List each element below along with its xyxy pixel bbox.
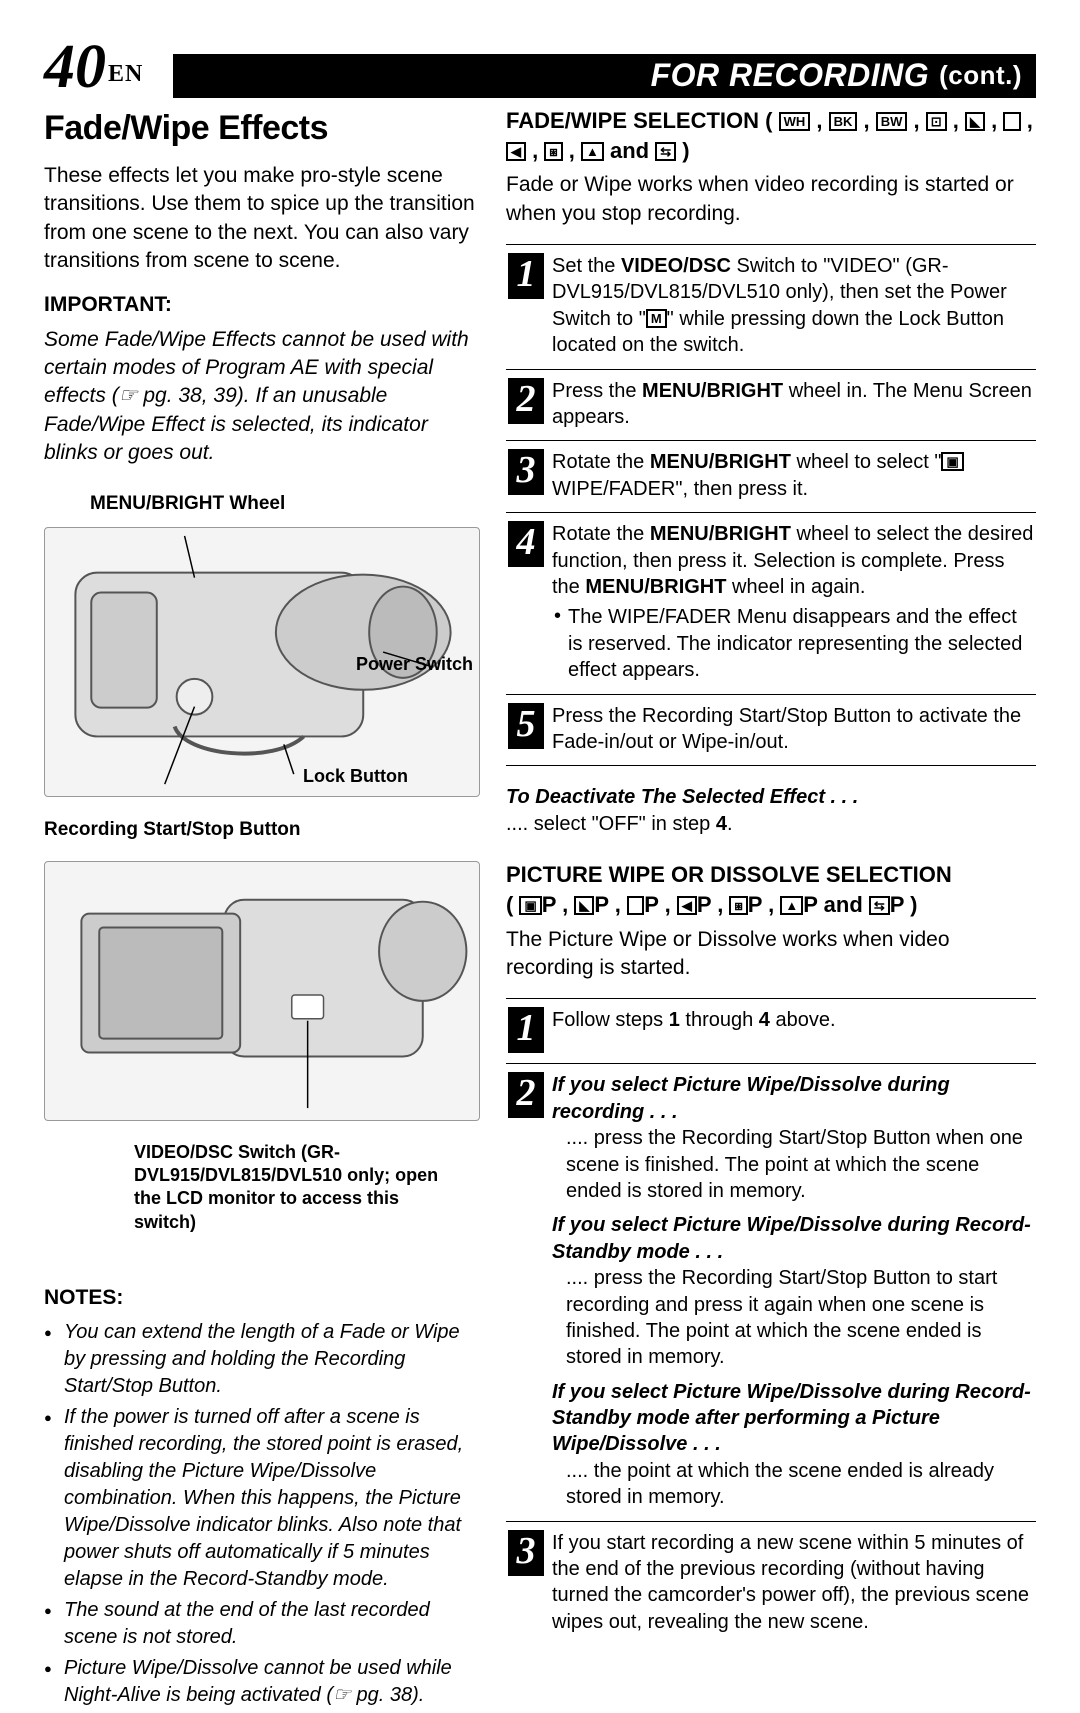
step: 3 Rotate the MENU/BRIGHT wheel to select… xyxy=(506,440,1036,512)
power-switch-label: Power Switch xyxy=(356,652,473,676)
step-number: 1 xyxy=(508,1007,544,1053)
step-text: Rotate the MENU/BRIGHT wheel to select "… xyxy=(546,449,1036,502)
step-text: If you select Picture Wipe/Dissolve duri… xyxy=(546,1072,1036,1510)
notes-list: You can extend the length of a Fade or W… xyxy=(44,1319,480,1709)
important-body: Some Fade/Wipe Effects cannot be used wi… xyxy=(44,326,480,468)
page-header: 40EN FOR RECORDING (cont.) xyxy=(44,36,1036,98)
rec-button-label: Recording Start/Stop Button xyxy=(44,817,480,843)
header-cont: (cont.) xyxy=(939,58,1022,93)
step-text: Press the MENU/BRIGHT wheel in. The Menu… xyxy=(546,378,1036,431)
header-bar: FOR RECORDING (cont.) xyxy=(173,54,1036,98)
important-heading: IMPORTANT: xyxy=(44,291,480,319)
deactivate-body: .... select "OFF" in step 4. xyxy=(506,811,1036,838)
mode-icon: ⇆ xyxy=(655,142,676,161)
left-column: Fade/Wipe Effects These effects let you … xyxy=(44,106,480,1713)
substep-body: .... press the Recording Start/Stop Butt… xyxy=(552,1125,1036,1204)
picture-heading: PICTURE WIPE OR DISSOLVE SELECTION ( ▣P … xyxy=(506,860,1036,919)
mode-icon: BK xyxy=(829,112,858,131)
intro-text: These effects let you make pro-style sce… xyxy=(44,162,480,275)
diagram1-title: MENU/BRIGHT Wheel xyxy=(90,491,480,517)
diagram1-camcorder: Power Switch Lock Button xyxy=(44,527,480,797)
diagram2-camcorder xyxy=(44,861,480,1121)
step-number: 3 xyxy=(508,1530,544,1576)
mode-icon: ▲ xyxy=(780,896,803,915)
lock-button-label: Lock Button xyxy=(303,764,408,788)
step-number: 1 xyxy=(508,253,544,299)
camcorder-open-icon xyxy=(45,862,479,1120)
heading-and: and xyxy=(610,138,655,163)
mode-icon: ▣ xyxy=(519,896,541,915)
step: 1 Set the VIDEO/DSC Switch to "VIDEO" (G… xyxy=(506,244,1036,369)
step: 3 If you start recording a new scene wit… xyxy=(506,1521,1036,1646)
substep-body: .... press the Recording Start/Stop Butt… xyxy=(552,1265,1036,1371)
notes-heading: NOTES: xyxy=(44,1284,480,1312)
substep-heading: If you select Picture Wipe/Dissolve duri… xyxy=(552,1072,1036,1125)
mode-icon: ◀ xyxy=(506,142,526,161)
page-title: Fade/Wipe Effects xyxy=(44,106,480,152)
step-number: 5 xyxy=(508,703,544,749)
mode-icon: ◣ xyxy=(574,896,594,915)
note-item: The sound at the end of the last recorde… xyxy=(44,1597,480,1651)
step: 2 Press the MENU/BRIGHT wheel in. The Me… xyxy=(506,369,1036,441)
substep-heading: If you select Picture Wipe/Dissolve duri… xyxy=(552,1212,1036,1265)
heading-post: ) xyxy=(676,138,689,163)
note-item: You can extend the length of a Fade or W… xyxy=(44,1319,480,1400)
page-number-suffix: EN xyxy=(108,61,143,87)
step-text: Press the Recording Start/Stop Button to… xyxy=(546,703,1036,756)
steps-b: 1 Follow steps 1 through 4 above. 2 If y… xyxy=(506,998,1036,1645)
mode-icon: ◣ xyxy=(965,112,985,131)
deactivate-title: To Deactivate The Selected Effect . . . xyxy=(506,784,1036,811)
steps-a: 1 Set the VIDEO/DSC Switch to "VIDEO" (G… xyxy=(506,244,1036,766)
fade-selection-heading: FADE/WIPE SELECTION ( WH , BK , BW , ⊡ ,… xyxy=(506,106,1036,165)
mode-icon: ⧆ xyxy=(544,142,562,161)
mode-icon: BW xyxy=(876,112,908,131)
note-item: If the power is turned off after a scene… xyxy=(44,1404,480,1593)
step-text: Follow steps 1 through 4 above. xyxy=(546,1007,1036,1033)
mode-icon xyxy=(627,896,644,915)
step: 1 Follow steps 1 through 4 above. xyxy=(506,998,1036,1063)
substep-body: .... the point at which the scene ended … xyxy=(552,1458,1036,1511)
header-title: FOR RECORDING xyxy=(651,54,930,97)
heading-and: and xyxy=(818,892,869,917)
mode-icon xyxy=(1003,112,1020,131)
mode-icon: WH xyxy=(779,112,811,131)
step-number: 4 xyxy=(508,521,544,567)
step: 4 Rotate the MENU/BRIGHT wheel to select… xyxy=(506,512,1036,693)
step-number: 3 xyxy=(508,449,544,495)
step: 2 If you select Picture Wipe/Dissolve du… xyxy=(506,1063,1036,1520)
step-text: If you start recording a new scene withi… xyxy=(546,1530,1036,1636)
mode-icon: ▲ xyxy=(581,142,604,161)
page-number-value: 40 xyxy=(44,33,106,101)
picture-heading-text: PICTURE WIPE OR DISSOLVE SELECTION xyxy=(506,862,952,887)
picture-body: The Picture Wipe or Dissolve works when … xyxy=(506,926,1036,983)
fade-body: Fade or Wipe works when video recording … xyxy=(506,171,1036,228)
step-text: Set the VIDEO/DSC Switch to "VIDEO" (GR-… xyxy=(546,253,1036,359)
note-item: Picture Wipe/Dissolve cannot be used whi… xyxy=(44,1655,480,1709)
step-number: 2 xyxy=(508,1072,544,1118)
heading-pre: FADE/WIPE SELECTION ( xyxy=(506,108,772,133)
mode-icon: ⧆ xyxy=(729,896,747,915)
mode-icon: ◀ xyxy=(677,896,697,915)
diagram2-caption: VIDEO/DSC Switch (GR-DVL915/DVL815/DVL51… xyxy=(44,1141,480,1235)
page-number: 40EN xyxy=(44,36,143,98)
step: 5 Press the Recording Start/Stop Button … xyxy=(506,694,1036,767)
mode-icon: ⇆ xyxy=(869,896,890,915)
step-number: 2 xyxy=(508,378,544,424)
mode-icon: ⊡ xyxy=(926,112,947,131)
substep-heading: If you select Picture Wipe/Dissolve duri… xyxy=(552,1379,1036,1458)
right-column: FADE/WIPE SELECTION ( WH , BK , BW , ⊡ ,… xyxy=(506,106,1036,1713)
step-text: Rotate the MENU/BRIGHT wheel to select t… xyxy=(546,521,1036,683)
